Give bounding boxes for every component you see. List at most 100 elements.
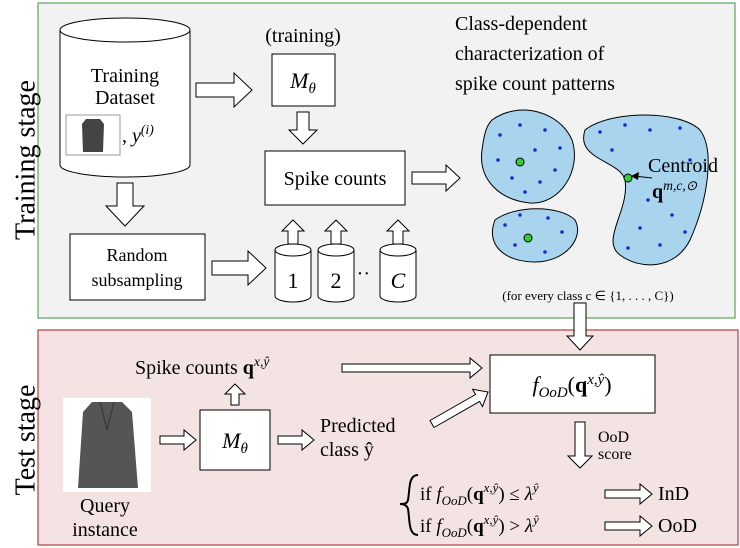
math-part: OoD [442,493,468,508]
math-part: if [420,516,436,537]
flow-arrow [604,482,653,506]
flow-arrow [566,421,594,469]
math-text: , y(i) [122,122,154,147]
query-coat [78,402,138,488]
flow-arrow [385,219,411,245]
math-part: x,ŷ [483,512,499,527]
dataset-text: Dataset [95,87,155,109]
spike-counts-text: Spike counts [284,168,387,190]
math-part: q [473,484,484,505]
math-part: , [122,125,132,147]
math-text: Spike counts qx,ŷ [135,354,270,379]
characterization-text: Class-dependent [455,13,588,35]
subset-cylinder [317,250,355,303]
math-part: x,ŷ [483,480,499,495]
math-part: OoD [442,525,468,540]
subsampling-box [69,233,206,301]
ellipsis: ··· [350,263,370,285]
math-text: Mθ [289,68,316,97]
characterization-text: characterization of [455,43,605,65]
subset-label: C [391,268,406,293]
math-part: (i) [141,122,154,138]
subset-cylinder [274,250,312,303]
subset-cylinder-top [379,243,417,257]
math-text: if fOoD(qx,ŷ) > λŷ [420,512,539,540]
math-part: Spike counts [135,357,243,379]
cluster [491,208,579,263]
math-part: ) > [498,516,525,537]
math-part: θ [308,81,315,97]
centroid-text: Centroid [648,155,718,177]
flow-arrow [411,163,461,193]
math-text: if fOoD(qx,ŷ) ≤ λŷ [420,480,539,508]
model-box [271,53,336,107]
flow-arrow [287,111,319,145]
math-part: ŷ [531,512,539,527]
math-part: OoD [539,385,568,401]
coat-icon [82,119,104,152]
subsampling-text: Random [107,245,168,265]
score-text: OoD [598,429,629,446]
subset-cylinder-top [274,243,312,257]
math-text: Mθ [221,428,248,457]
centroid-point [515,157,525,167]
subset-label: 2 [331,268,342,293]
math-part: f [436,516,444,537]
math-text: fOoD(qx,ŷ) [532,372,611,401]
centroid-point [523,233,533,243]
cluster-points [496,123,692,254]
math-part: λ [524,516,533,537]
training-stage-label: Training stage [10,80,41,240]
characterization-text: spike count patterns [455,73,615,95]
math-part: ) ≤ [498,484,524,505]
class-note: (for every class c ∈ {1, . . . , C}) [502,288,673,303]
flow-arrow [223,383,247,406]
flow-arrow [195,71,253,109]
math-part: q [652,181,663,203]
subset-cylinder [379,250,417,303]
math-part: m,c,⊙ [663,178,698,193]
math-part: ( [467,516,473,537]
predicted-text: class ŷ [320,439,374,461]
math-part: q [473,516,484,537]
model-box [199,409,271,471]
math-part: q [243,357,254,379]
math-part: y [130,125,141,147]
flow-arrow [280,219,306,245]
ind-text: InD [658,483,689,505]
score-box [489,354,656,414]
score-text: score [598,446,632,463]
test-stage-label: Test stage [10,385,41,496]
math-part: f [532,372,541,397]
math-text: qm,c,⊙ [652,178,698,203]
flow-arrow [429,388,489,429]
math-part: θ [240,441,247,457]
query-text: Query [80,495,130,517]
flow-arrow [341,356,483,380]
query-text: instance [72,519,138,541]
math-part: x,ŷ [253,354,270,369]
centroid-pointer-head [631,172,639,180]
subset-label: 1 [288,268,299,293]
spike-counts-box [264,150,406,206]
math-part: q [575,372,588,397]
dataset-cylinder-top [59,17,191,43]
subset-cylinder-top [317,243,355,257]
math-part: M [289,68,310,93]
query-coat-collar [99,401,115,431]
subsampling-text: subsampling [91,270,182,290]
math-part: ( [568,372,575,397]
math-part: ) [604,372,611,397]
flow-arrow [565,302,595,351]
cluster [481,109,575,204]
flow-arrow [159,428,197,452]
math-part: f [436,484,444,505]
centroid-point [623,173,633,183]
flow-arrow [323,219,349,245]
flow-arrow [211,249,267,287]
math-part: if [420,484,436,505]
math-part: x,ŷ [586,372,604,388]
brace [399,474,419,536]
flow-arrow [104,182,146,227]
